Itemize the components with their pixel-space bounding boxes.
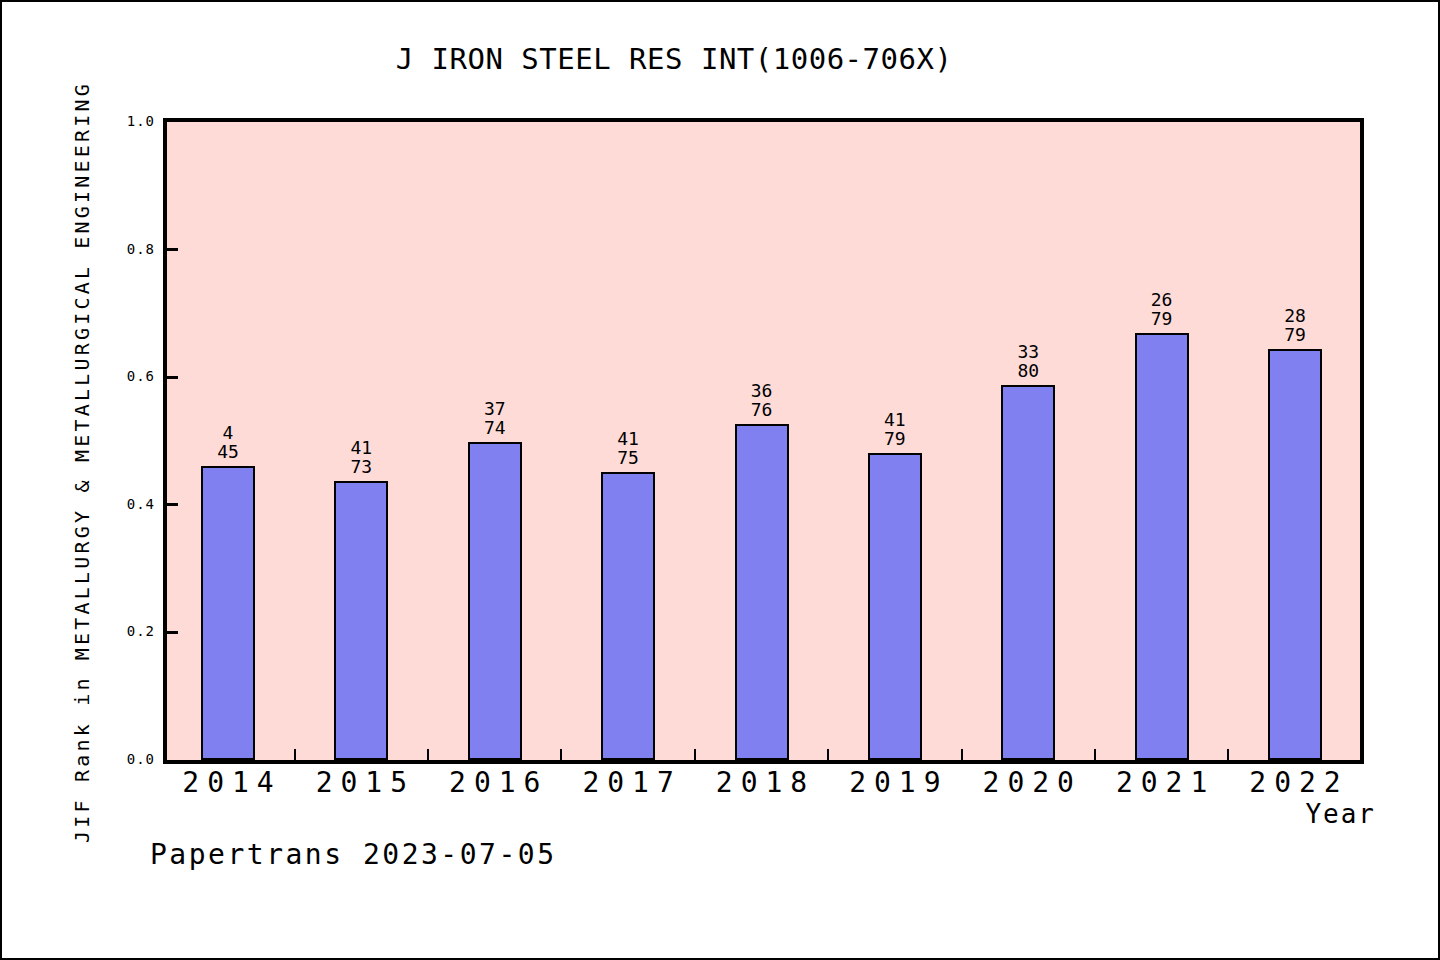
bar-label-denominator: 79 (1235, 325, 1355, 344)
x-minor-tick (560, 749, 562, 760)
x-tick-label-2019: 2019 (829, 766, 969, 799)
bar-label-2019: 4179 (835, 410, 955, 448)
bar-label-denominator: 45 (168, 442, 288, 461)
x-minor-tick (694, 749, 696, 760)
bar-2019 (868, 453, 922, 760)
x-tick-label-2014: 2014 (162, 766, 302, 799)
bar-2022 (1268, 349, 1322, 760)
y-tick-label: 1.0 (105, 113, 155, 129)
x-tick-label-2015: 2015 (295, 766, 435, 799)
bar-label-2020: 3380 (968, 342, 1088, 380)
x-tick-label-2016: 2016 (429, 766, 569, 799)
bar-label-2017: 4175 (568, 429, 688, 467)
bar-label-2022: 2879 (1235, 306, 1355, 344)
bar-2021 (1135, 333, 1189, 760)
x-tick-label-2017: 2017 (562, 766, 702, 799)
y-tick-mark (167, 631, 178, 634)
y-tick-mark (167, 248, 178, 251)
y-tick-mark (167, 503, 178, 506)
x-minor-tick (961, 749, 963, 760)
x-tick-label-2018: 2018 (696, 766, 836, 799)
bar-label-2021: 2679 (1102, 290, 1222, 328)
x-minor-tick (827, 749, 829, 760)
bar-label-denominator: 76 (702, 400, 822, 419)
bar-label-numerator: 26 (1102, 290, 1222, 309)
x-minor-tick (294, 749, 296, 760)
bar-label-2014: 445 (168, 423, 288, 461)
bar-label-denominator: 80 (968, 361, 1088, 380)
bar-label-numerator: 41 (835, 410, 955, 429)
y-tick-label: 0.8 (105, 241, 155, 257)
x-tick-label-2020: 2020 (962, 766, 1102, 799)
y-tick-label: 0.0 (105, 751, 155, 767)
y-tick-label: 0.4 (105, 496, 155, 512)
bar-2014 (201, 466, 255, 760)
bar-label-numerator: 36 (702, 381, 822, 400)
bar-2015 (334, 481, 388, 760)
bar-label-2015: 4173 (301, 438, 421, 476)
y-tick-label: 0.6 (105, 368, 155, 384)
bar-label-denominator: 74 (435, 418, 555, 437)
bar-2017 (601, 472, 655, 760)
bar-label-numerator: 41 (568, 429, 688, 448)
y-tick-label: 0.2 (105, 623, 155, 639)
bar-label-denominator: 75 (568, 448, 688, 467)
x-axis-title: Year (1305, 799, 1376, 829)
bar-label-denominator: 79 (1102, 309, 1222, 328)
bar-2020 (1001, 385, 1055, 760)
x-minor-tick (1094, 749, 1096, 760)
bar-label-numerator: 37 (435, 399, 555, 418)
bar-label-numerator: 41 (301, 438, 421, 457)
bar-label-numerator: 28 (1235, 306, 1355, 325)
footer-text: Papertrans 2023-07-05 (150, 838, 557, 871)
bar-label-2018: 3676 (702, 381, 822, 419)
chart-page: J IRON STEEL RES INT(1006-706X) JIF Rank… (0, 0, 1440, 960)
y-axis-title: JIF Rank in METALLURGY & METALLURGICAL E… (70, 81, 94, 843)
bar-label-denominator: 79 (835, 429, 955, 448)
chart-title: J IRON STEEL RES INT(1006-706X) (396, 42, 953, 76)
bar-label-2016: 3774 (435, 399, 555, 437)
x-minor-tick (427, 749, 429, 760)
y-tick-mark (167, 376, 178, 379)
x-tick-label-2022: 2022 (1229, 766, 1369, 799)
x-minor-tick (1227, 749, 1229, 760)
bar-2016 (468, 442, 522, 760)
plot-area: 44541733774417536764179338026792879 (163, 118, 1364, 764)
bar-label-numerator: 4 (168, 423, 288, 442)
bar-2018 (735, 424, 789, 760)
bar-label-denominator: 73 (301, 457, 421, 476)
bar-label-numerator: 33 (968, 342, 1088, 361)
x-tick-label-2021: 2021 (1096, 766, 1236, 799)
